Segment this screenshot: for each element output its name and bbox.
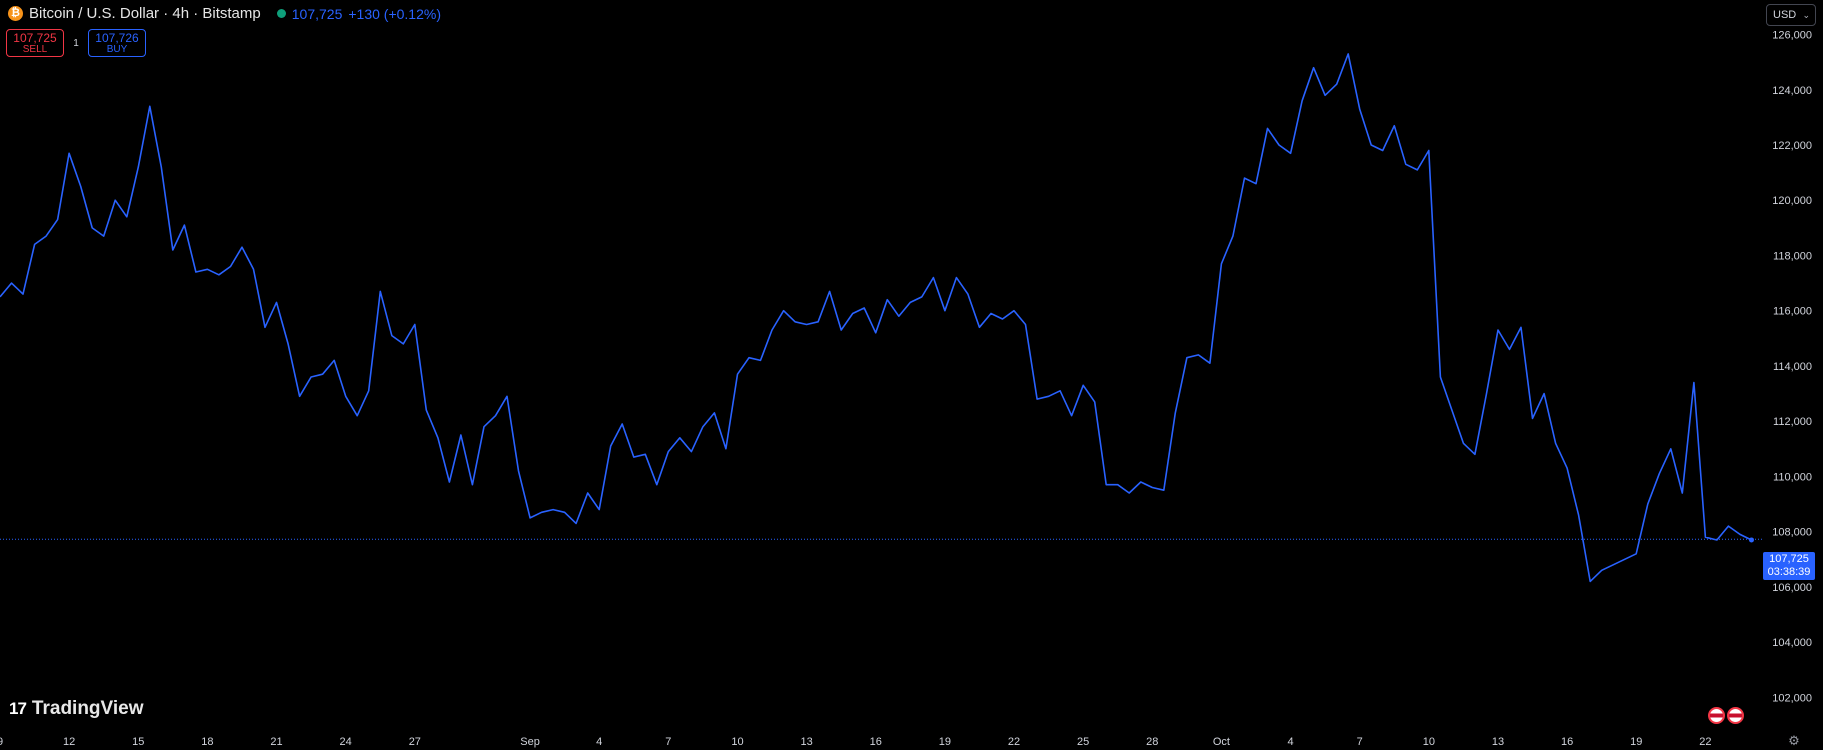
time-tick-label: 22 — [1008, 736, 1020, 748]
logo-text: TradingView — [31, 698, 144, 719]
time-tick-label: 7 — [1357, 736, 1363, 748]
sell-price: 107,725 — [13, 30, 57, 45]
current-price-badge: 107,725 03:38:39 — [1763, 552, 1815, 580]
trade-buttons: 107,725 SELL 1 107,726 BUY — [6, 29, 146, 57]
buy-label: BUY — [106, 43, 128, 55]
price-series-line — [0, 53, 1752, 583]
price-tick-label: 108,000 — [1772, 527, 1812, 539]
price-tick-label: 120,000 — [1772, 195, 1812, 207]
settings-icon[interactable]: ⚙ — [1788, 733, 1800, 748]
event-markers — [1708, 707, 1744, 724]
price-tick-label: 124,000 — [1772, 85, 1812, 97]
time-tick-label: 18 — [201, 736, 213, 748]
time-tick-label: 13 — [1492, 736, 1504, 748]
time-tick-label: 13 — [800, 736, 812, 748]
price-tick-label: 114,000 — [1773, 361, 1812, 373]
time-tick-label: 19 — [1630, 736, 1642, 748]
time-tick-label: 10 — [731, 736, 743, 748]
market-status-icon — [276, 9, 286, 18]
time-tick-label: 25 — [1077, 736, 1089, 748]
time-tick-label: 12 — [63, 736, 75, 748]
last-price-point — [1748, 537, 1754, 543]
last-price: 107,725 — [291, 5, 343, 22]
time-tick-label: 19 — [939, 736, 951, 748]
price-tick-label: 104,000 — [1772, 637, 1812, 649]
time-tick-label: 7 — [665, 736, 671, 748]
flag-us-icon[interactable] — [1727, 707, 1744, 724]
current-price-label: 107,725 — [1769, 553, 1809, 565]
time-tick-label: 15 — [132, 736, 144, 748]
price-tick-label: 110,000 — [1773, 471, 1812, 483]
time-tick-label: 4 — [596, 736, 602, 748]
time-tick-label: Sep — [520, 736, 540, 748]
price-change: +130 (+0.12%) — [348, 5, 441, 22]
time-tick-label: 24 — [340, 736, 352, 748]
price-axis[interactable]: 102,000 104,000 106,000 108,000 110,000 112,0… — [1772, 30, 1812, 705]
time-tick-label: 16 — [1561, 736, 1573, 748]
time-tick-label: 16 — [870, 736, 882, 748]
price-tick-label: 122,000 — [1772, 140, 1812, 152]
price-tick-label: 116,000 — [1773, 306, 1812, 318]
flag-us-icon[interactable] — [1708, 707, 1725, 724]
sell-button[interactable]: 107,725 SELL — [6, 29, 64, 57]
price-tick-label: 118,000 — [1773, 250, 1812, 262]
time-tick-label: 28 — [1146, 736, 1158, 748]
time-tick-label: Oct — [1213, 736, 1230, 748]
tradingview-logo[interactable]: 17 TradingView — [9, 698, 144, 720]
buy-button[interactable]: 107,726 BUY — [88, 29, 146, 57]
time-tick-label: 22 — [1699, 736, 1711, 748]
symbol-title[interactable]: Bitcoin / U.S. Dollar · 4h · Bitstamp — [29, 5, 261, 22]
price-tick-label: 102,000 — [1772, 692, 1812, 704]
time-tick-label: 27 — [409, 736, 421, 748]
time-tick-label: 9 — [0, 736, 3, 748]
chevron-down-icon: ⌄ — [1802, 9, 1810, 20]
time-tick-label: 10 — [1423, 736, 1435, 748]
bar-countdown: 03:38:39 — [1767, 566, 1811, 578]
sell-label: SELL — [22, 43, 48, 55]
spread-value: 1 — [73, 37, 79, 49]
tradingview-logo-icon: 17 — [9, 699, 27, 718]
symbol-header[interactable]: ₿ Bitcoin / U.S. Dollar · 4h · Bitstamp … — [8, 5, 441, 22]
bitcoin-icon: ₿ — [8, 6, 23, 21]
price-tick-label: 126,000 — [1772, 30, 1812, 42]
currency-value: USD — [1773, 9, 1797, 21]
price-tick-label: 106,000 — [1772, 582, 1812, 594]
buy-price: 107,726 — [95, 30, 139, 45]
time-tick-label: 4 — [1287, 736, 1293, 748]
price-tick-label: 112,000 — [1773, 416, 1812, 428]
currency-select[interactable]: USD ⌄ — [1766, 4, 1816, 26]
time-axis[interactable]: 9 12 15 18 21 24 27 Sep 4 7 10 13 16 19 22 25 28 Oct 4 7 10 1… — [0, 736, 1712, 748]
time-tick-label: 21 — [270, 736, 282, 748]
